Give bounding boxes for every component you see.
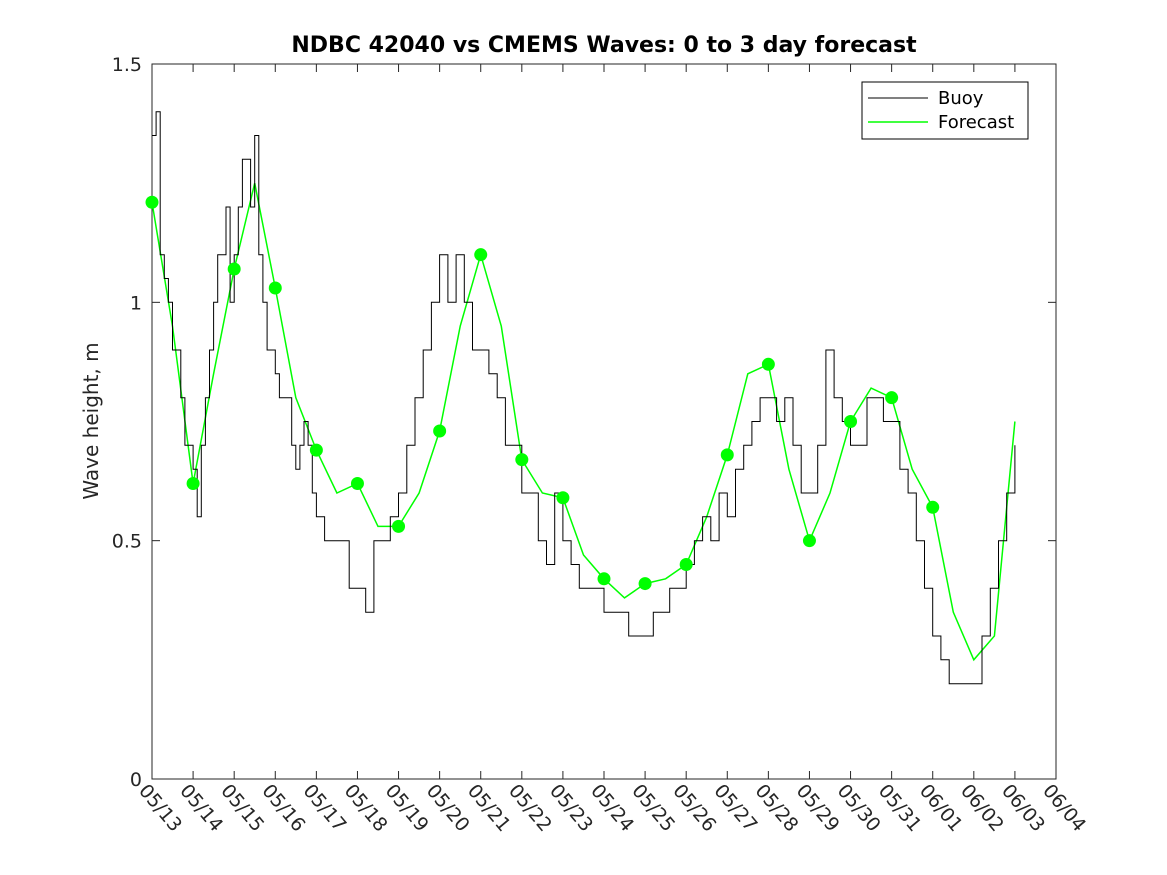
forecast-marker [145, 195, 159, 209]
forecast-marker [885, 391, 899, 405]
x-tick-label: 05/27 [709, 780, 761, 836]
chart-title: NDBC 42040 vs CMEMS Waves: 0 to 3 day fo… [291, 33, 917, 58]
x-tick-label: 05/16 [257, 780, 309, 836]
x-tick-label: 05/18 [340, 780, 392, 836]
x-tick-label: 05/29 [792, 780, 844, 836]
x-tick-label: 05/19 [381, 780, 433, 836]
x-tick-label: 05/23 [545, 780, 597, 836]
forecast-marker [556, 491, 570, 505]
forecast-marker [597, 572, 611, 586]
forecast-marker [802, 534, 816, 548]
forecast-marker [309, 443, 323, 457]
y-tick-label: 0 [130, 769, 142, 791]
x-tick-label: 05/30 [833, 780, 885, 836]
legend: Buoy Forecast [861, 81, 1029, 140]
x-tick-label: 05/21 [463, 780, 515, 836]
legend-label-buoy: Buoy [938, 88, 984, 109]
x-tick-label: 05/14 [175, 780, 227, 836]
forecast-marker [679, 558, 693, 571]
forecast-marker [515, 453, 529, 467]
x-tick-label: 06/02 [956, 780, 1008, 836]
forecast-marker [433, 424, 447, 438]
x-tick-label: 05/20 [422, 780, 474, 836]
forecast-marker [350, 476, 364, 490]
forecast-marker [227, 262, 241, 276]
legend-label-forecast: Forecast [938, 112, 1014, 133]
forecast-marker [186, 476, 200, 490]
x-tick-label: 05/15 [216, 780, 268, 836]
x-tick-label: 05/26 [668, 780, 720, 836]
forecast-series-line [151, 183, 1016, 662]
forecast-marker [268, 281, 282, 295]
y-tick-label: 0.5 [112, 531, 142, 553]
x-tick-label: 05/13 [134, 780, 186, 836]
x-tick-label: 05/28 [751, 780, 803, 836]
forecast-marker [638, 577, 652, 591]
x-tick-label: 06/01 [915, 780, 967, 836]
x-tick-label: 05/24 [586, 780, 638, 836]
x-tick-label: 05/25 [627, 780, 679, 836]
forecast-marker [474, 248, 488, 262]
plot-area-frame [151, 63, 1057, 780]
x-tick-label: 06/03 [997, 780, 1049, 836]
x-tick-label: 05/17 [299, 780, 351, 836]
y-tick-label: 1.5 [112, 54, 142, 76]
y-tick-label: 1 [130, 292, 142, 314]
y-axis-label: Wave height, m [79, 342, 103, 499]
x-tick-label: 05/31 [874, 780, 926, 836]
forecast-marker [761, 357, 775, 371]
legend-box [861, 81, 1029, 140]
forecast-marker [392, 519, 406, 533]
forecast-marker [844, 415, 858, 428]
forecast-marker [720, 448, 734, 462]
x-tick-label: 05/22 [504, 780, 556, 836]
x-tick-label: 06/04 [1038, 780, 1090, 836]
forecast-marker [926, 500, 940, 514]
